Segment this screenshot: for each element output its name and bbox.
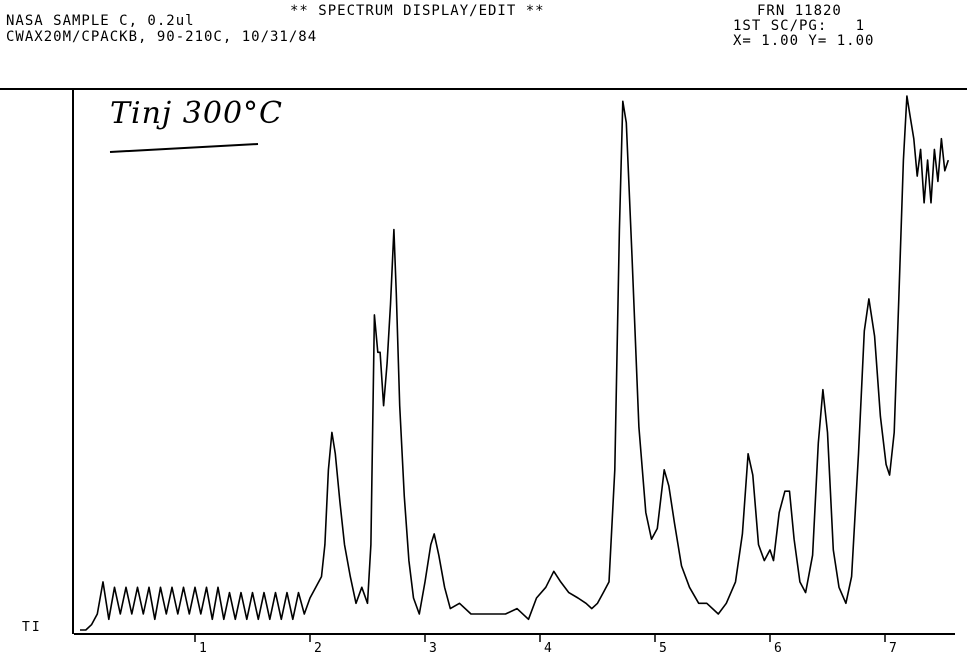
column-info-text: CWAX20M/CPACKB, 90-210C, 10/31/84 <box>6 29 318 45</box>
x-tick-label-6: 6 <box>774 641 782 656</box>
x-tick-label-4: 4 <box>544 641 552 656</box>
annotation-underline <box>109 143 259 153</box>
screen-title: ** SPECTRUM DISPLAY/EDIT ** <box>290 3 545 19</box>
spectrum-trace-0 <box>80 95 950 631</box>
xy-scale-readout: X= 1.00 Y= 1.00 <box>733 33 875 49</box>
x-tick-label-7: 7 <box>889 641 897 656</box>
header-divider <box>0 88 967 90</box>
x-tick-label-2: 2 <box>314 641 322 656</box>
y-axis-line <box>72 90 74 634</box>
x-tick-label-5: 5 <box>659 641 667 656</box>
x-tick-label-1: 1 <box>199 641 207 656</box>
x-tick-label-3: 3 <box>429 641 437 656</box>
y-axis-label: TI <box>22 620 42 635</box>
sample-name-text: NASA SAMPLE C, 0.2ul <box>6 13 195 29</box>
handwritten-annotation: Tinj 300°C <box>110 96 283 131</box>
frn-readout: FRN 11820 <box>757 3 842 19</box>
scan-page-readout: 1ST SC/PG: 1 <box>733 18 866 34</box>
